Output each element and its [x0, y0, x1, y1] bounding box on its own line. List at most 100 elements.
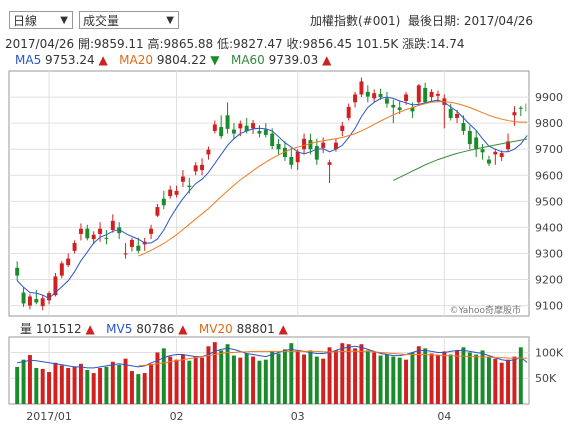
volume-bar	[47, 372, 52, 404]
volume-bar	[480, 350, 485, 404]
volume-bar	[448, 354, 453, 404]
price-tick-label: 9300	[535, 247, 563, 260]
candle-body	[40, 298, 45, 307]
candle-body	[27, 296, 32, 306]
volume-bar	[21, 359, 26, 404]
candle-body	[21, 292, 26, 304]
volume-bar	[282, 349, 287, 404]
price-tick-label: 9800	[535, 117, 563, 130]
volume-bar	[200, 357, 205, 404]
index-name: 加權指數(#001)	[310, 14, 401, 28]
candle-body	[66, 258, 71, 266]
candle-body	[91, 234, 96, 240]
volume-bar	[123, 358, 128, 404]
candle-body	[378, 93, 383, 98]
candle-body	[340, 125, 345, 131]
volume-bar	[321, 358, 326, 404]
candle-body	[104, 237, 109, 239]
high-value: 9865.88	[163, 37, 214, 51]
volume-bar	[295, 351, 300, 404]
price-tick-label: 9100	[535, 300, 563, 313]
candle-body	[53, 276, 58, 296]
candle-body	[467, 130, 472, 144]
volume-bar	[384, 354, 389, 404]
volume-bar	[187, 360, 192, 404]
volume-bar	[506, 359, 511, 404]
candle-body	[493, 151, 498, 155]
candle-body	[225, 115, 230, 129]
x-tick-label: 2017/01	[26, 410, 72, 423]
candle-body	[480, 149, 485, 153]
volume-bar	[85, 369, 90, 404]
candle-body	[359, 81, 364, 95]
volume-bar	[206, 346, 211, 404]
volume-bar	[91, 373, 96, 404]
volume-bar	[136, 374, 141, 404]
volume-bar	[212, 342, 217, 404]
volume-tick-label: 100K	[535, 346, 564, 359]
candle-body	[244, 125, 249, 131]
ma20-value: 9804.22	[156, 53, 207, 67]
candle-body	[455, 114, 460, 118]
ma5-value: 9753.24	[45, 53, 95, 67]
candle-body	[123, 253, 128, 255]
volume-bar	[499, 362, 504, 404]
candle-body	[499, 153, 504, 158]
indicator-select-value: 成交量	[83, 14, 120, 28]
change-label: 漲跌:	[402, 37, 431, 51]
candle-body	[155, 207, 160, 216]
volume-bar	[333, 350, 338, 404]
mv20-line	[138, 350, 528, 367]
change-value: 14.74	[430, 37, 465, 51]
close-value: 9856.45	[302, 37, 353, 51]
ma20-line	[138, 101, 528, 257]
candle-body	[193, 165, 198, 172]
x-tick-label: 03	[291, 410, 305, 423]
volume-bar	[59, 365, 64, 404]
volume-bar	[372, 352, 377, 404]
candle-body	[251, 123, 256, 129]
candle-body	[321, 142, 326, 148]
candle-body	[404, 94, 409, 101]
candle-body	[263, 129, 268, 135]
mv20-value: 88801	[236, 322, 275, 336]
volume-bar	[289, 343, 294, 404]
candle-body	[129, 239, 134, 247]
candle-body	[219, 127, 224, 137]
ma60-label: MA60	[230, 53, 265, 67]
volume-up-arrow-icon: ▲	[85, 322, 95, 336]
candle-body	[276, 143, 281, 150]
ma20-label: MA20	[119, 53, 154, 67]
volume-bar	[110, 361, 115, 404]
volume-bar	[142, 373, 147, 404]
candle-body	[72, 243, 77, 251]
candle-body	[47, 293, 52, 301]
volume-bar	[314, 356, 319, 404]
volume-bar	[416, 346, 421, 404]
last-date: 2017/04/26	[463, 14, 534, 28]
candle-body	[289, 157, 294, 165]
volume-bar	[270, 351, 275, 404]
candle-body	[59, 263, 64, 276]
volume-bar	[251, 356, 256, 404]
volume-label: 量	[20, 322, 33, 336]
volume-bar	[193, 356, 198, 404]
candle-body	[486, 159, 491, 164]
volume-bar	[98, 367, 103, 404]
volume-bar	[359, 344, 364, 404]
indicator-select[interactable]: 成交量 ▼	[79, 11, 179, 29]
volume-bar	[66, 367, 71, 404]
candle-body	[372, 93, 377, 99]
candle-body	[282, 147, 287, 158]
volume-bar	[340, 343, 345, 404]
candle-body	[136, 245, 141, 251]
candle-body	[206, 149, 211, 155]
low-label: 低:	[217, 37, 234, 51]
period-select[interactable]: 日線 ▼	[9, 11, 73, 29]
volume-bar	[257, 360, 262, 404]
volume-bar	[302, 354, 307, 404]
candle-body	[78, 228, 83, 234]
price-tick-label: 9500	[535, 195, 563, 208]
volume-bar	[225, 344, 230, 404]
candle-body	[314, 146, 319, 160]
